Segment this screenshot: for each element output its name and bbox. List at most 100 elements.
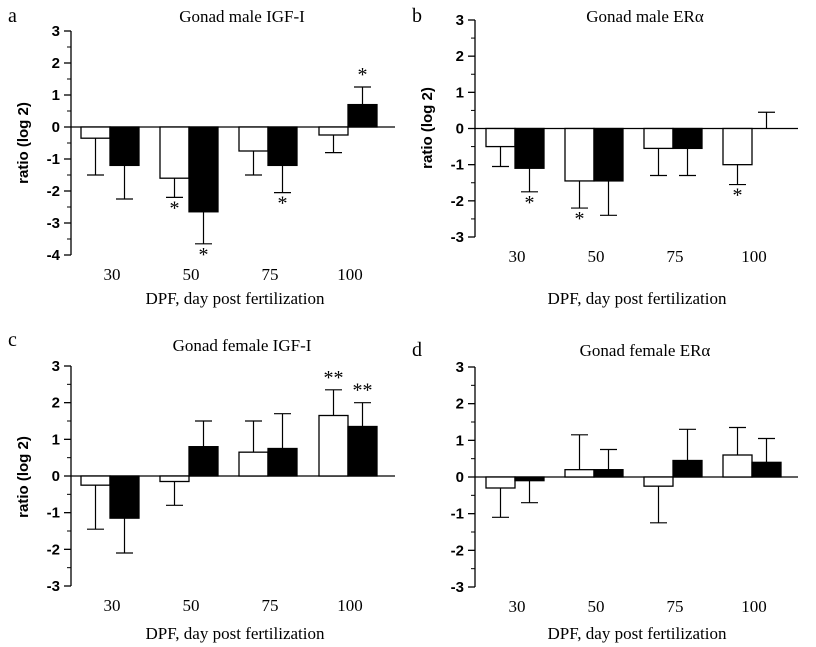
bar <box>722 454 753 478</box>
bar <box>643 127 674 150</box>
bars: 30 50 75 100 <box>475 426 798 616</box>
x-tick-label: 100 <box>337 596 363 615</box>
y-tick-label: 2 <box>456 48 464 65</box>
bars: 30 50 75 100 * * * <box>475 111 798 266</box>
bar <box>318 414 349 477</box>
bars: 30 50 75 100 ** ** <box>71 367 395 615</box>
panel-letter: b <box>412 5 422 27</box>
y-axis-label: ratio (log 2) <box>15 102 32 184</box>
x-tick-label: 75 <box>262 265 279 284</box>
significance-marker: ** <box>353 380 373 402</box>
x-tick-label: 75 <box>667 597 684 616</box>
y-tick-label: -3 <box>47 578 60 595</box>
y-tick-label: -3 <box>451 229 464 246</box>
significance-marker: ** <box>324 367 344 389</box>
chart-title: Gonad male IGF-I <box>179 7 305 26</box>
panel-letter: d <box>412 339 422 361</box>
bar <box>347 425 378 477</box>
panel-d: d Gonad female ERα DPF, day post fertili… <box>412 339 798 643</box>
y-tick-label: 3 <box>456 12 464 29</box>
significance-marker: * <box>575 208 585 230</box>
y-tick-label: 3 <box>52 358 60 375</box>
bar <box>80 475 111 486</box>
bar <box>159 475 190 483</box>
significance-marker: * <box>170 197 180 219</box>
y-tick-label: -3 <box>451 579 464 596</box>
y-tick-label: 1 <box>456 84 464 101</box>
bar <box>347 103 378 128</box>
x-axis-label: DPF, day post fertilization <box>145 289 325 308</box>
bar <box>722 127 753 166</box>
y-axis: -4 -3 -2 -1 0 1 2 3 <box>47 23 72 264</box>
x-tick-label: 30 <box>509 597 526 616</box>
bar <box>485 476 516 489</box>
chart-title: Gonad female IGF-I <box>173 336 312 355</box>
y-tick-label: 3 <box>456 359 464 376</box>
panel-b: b Gonad male ERα ratio (log 2) DPF, day … <box>412 5 798 308</box>
bar <box>238 126 269 152</box>
y-tick-label: 1 <box>52 431 60 448</box>
bar <box>564 127 595 182</box>
y-tick-label: -2 <box>47 541 60 558</box>
significance-marker: * <box>199 244 209 266</box>
y-tick-label: -2 <box>451 193 464 210</box>
bar <box>593 127 624 182</box>
bar <box>188 126 219 213</box>
x-axis-label: DPF, day post fertilization <box>145 624 325 643</box>
x-tick-label: 100 <box>337 265 363 284</box>
bar <box>109 126 140 167</box>
bar <box>188 446 219 477</box>
x-tick-label: 30 <box>509 247 526 266</box>
x-tick-label: 75 <box>262 596 279 615</box>
y-tick-label: -3 <box>47 215 60 232</box>
y-axis: -3 -2 -1 0 1 2 3 <box>451 359 476 596</box>
y-tick-label: 3 <box>52 23 60 40</box>
x-tick-label: 75 <box>667 247 684 266</box>
y-tick-label: -2 <box>451 542 464 559</box>
y-axis-label: ratio (log 2) <box>15 436 32 518</box>
chart-title: Gonad male ERα <box>586 7 704 26</box>
bars: 30 50 75 100**** <box>71 64 395 284</box>
bar <box>267 126 298 167</box>
bar <box>672 459 703 478</box>
y-tick-label: -1 <box>47 505 60 522</box>
y-tick-label: 0 <box>456 469 464 486</box>
bar <box>564 469 595 478</box>
y-axis: -3 -2 -1 0 1 2 3 <box>47 358 72 595</box>
y-tick-label: -1 <box>451 157 464 174</box>
y-tick-label: 0 <box>52 119 60 136</box>
significance-marker: * <box>525 192 535 214</box>
y-tick-label: 1 <box>52 87 60 104</box>
x-tick-label: 50 <box>183 265 200 284</box>
x-tick-label: 100 <box>741 597 767 616</box>
y-tick-label: 2 <box>52 55 60 72</box>
bar <box>751 461 782 478</box>
bar <box>643 476 674 487</box>
y-tick-label: -1 <box>451 506 464 523</box>
bar <box>485 127 516 148</box>
x-axis-label: DPF, day post fertilization <box>547 289 727 308</box>
x-tick-label: 50 <box>588 247 605 266</box>
x-tick-label: 50 <box>588 597 605 616</box>
y-tick-label: -2 <box>47 183 60 200</box>
y-tick-label: 0 <box>52 468 60 485</box>
bar <box>80 126 111 139</box>
bar <box>672 127 703 150</box>
x-tick-label: 30 <box>104 596 121 615</box>
bar <box>159 126 190 179</box>
y-tick-label: -4 <box>47 247 61 264</box>
x-tick-label: 100 <box>741 247 767 266</box>
significance-marker: * <box>733 185 743 207</box>
x-tick-label: 50 <box>183 596 200 615</box>
bar <box>109 475 140 519</box>
panel-letter: c <box>8 329 17 351</box>
bar <box>267 447 298 477</box>
y-tick-label: -1 <box>47 151 60 168</box>
bar <box>318 126 349 136</box>
y-tick-label: 1 <box>456 432 464 449</box>
panel-letter: a <box>8 5 17 27</box>
y-tick-label: 2 <box>456 396 464 413</box>
y-axis: -3 -2 -1 0 1 2 3 <box>451 12 476 246</box>
x-axis-label: DPF, day post fertilization <box>547 624 727 643</box>
